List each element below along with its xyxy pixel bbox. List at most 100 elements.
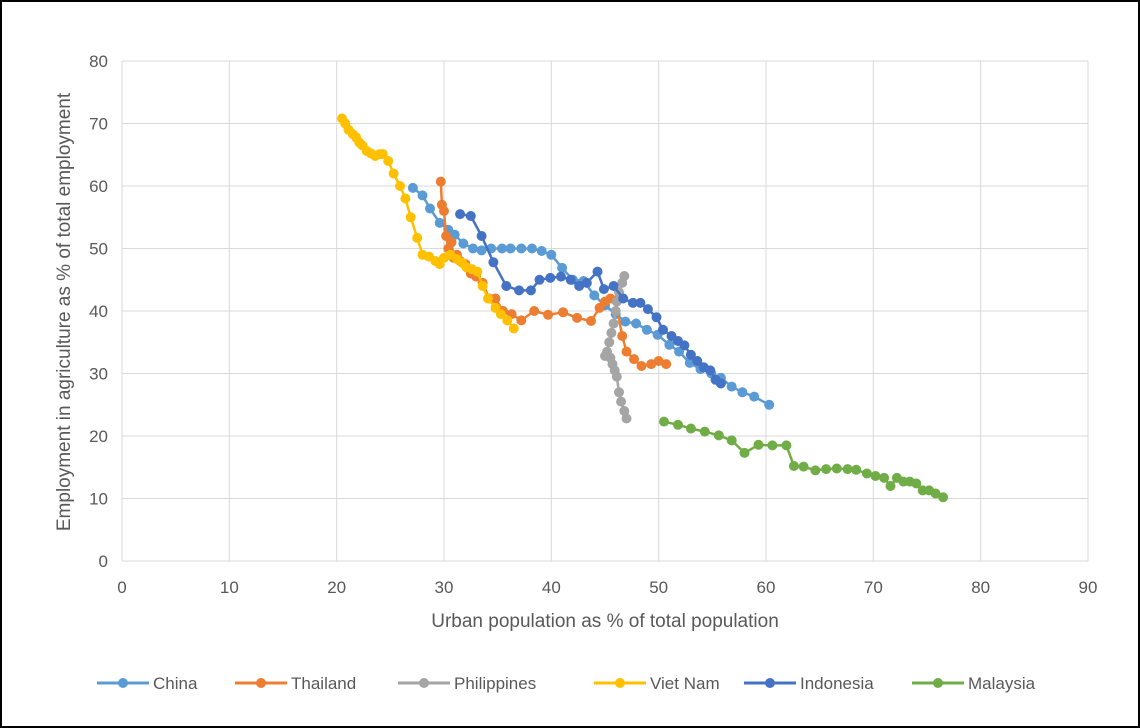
data-point-thailand [529,306,540,316]
x-tick-label: 20 [327,578,346,597]
data-point-thailand [446,237,457,248]
data-point-philippines [610,306,621,316]
legend-label: Philippines [454,674,536,693]
data-point-malaysia [699,426,710,437]
data-point-indonesia [574,281,585,291]
data-point-indonesia [488,257,499,268]
data-point-viet-nam [495,309,506,320]
data-point-viet-nam [388,168,399,179]
data-point-indonesia [715,378,726,389]
data-point-china [764,399,775,410]
data-point-viet-nam [412,232,423,243]
data-point-china [684,357,695,368]
y-tick-label: 40 [89,302,108,321]
data-point-china [407,182,418,193]
data-point-indonesia [658,324,668,335]
legend-swatch-marker [256,678,266,688]
data-point-thailand [572,312,583,323]
data-point-thailand [661,359,672,370]
data-point-indonesia [618,293,629,304]
series-malaysia [659,416,949,503]
data-point-thailand [435,176,446,187]
data-point-indonesia [501,281,512,291]
legend-item-viet-nam: Viet Nam [594,674,720,693]
legend-label: Indonesia [800,674,874,693]
data-point-indonesia [581,277,592,288]
data-point-viet-nam [377,149,388,160]
data-point-malaysia [911,478,922,489]
data-point-thailand [586,316,596,326]
data-point-thailand [439,206,449,216]
series-viet-nam [337,113,519,334]
data-point-indonesia [592,266,603,277]
data-point-indonesia [635,297,646,308]
data-point-philippines [608,318,619,329]
data-point-malaysia [851,464,862,475]
data-point-indonesia [455,209,466,220]
legend-label: China [153,674,198,693]
data-point-malaysia [767,440,778,451]
data-point-china [641,324,652,335]
data-point-indonesia [627,297,638,308]
data-point-china [664,339,675,350]
data-point-indonesia [651,312,662,323]
data-point-china [737,387,748,398]
data-point-china [505,243,516,254]
data-point-malaysia [739,447,750,458]
x-tick-label: 70 [864,578,883,597]
data-point-philippines [604,337,615,348]
data-point-viet-nam [477,281,488,291]
data-point-philippines [606,327,617,338]
data-point-thailand [629,354,639,365]
y-tick-label: 70 [89,115,108,134]
legend-swatch-marker [765,678,775,688]
data-point-viet-nam [472,266,483,277]
y-tick-label: 0 [99,552,108,571]
data-point-indonesia [598,284,609,295]
data-point-philippines [614,387,624,398]
data-point-china [546,249,557,260]
legend-swatch-marker [419,678,429,688]
x-tick-label: 90 [1079,578,1098,597]
x-tick-label: 60 [757,578,776,597]
data-point-china [536,246,547,256]
legend-label: Malaysia [968,674,1036,693]
data-point-malaysia [879,472,890,483]
data-point-indonesia [534,274,545,285]
data-point-malaysia [685,423,696,434]
data-point-china [749,391,760,402]
data-point-indonesia [685,349,696,360]
data-point-malaysia [798,461,809,472]
data-point-china [631,318,642,329]
y-tick-label: 10 [89,490,108,509]
data-point-indonesia [608,281,619,291]
data-point-malaysia [713,430,724,441]
legend-item-malaysia: Malaysia [912,674,1036,693]
data-point-indonesia [705,365,716,376]
data-point-malaysia [781,440,792,451]
x-axis-tick-labels: 0 10 20 30 40 50 60 70 80 90 [117,578,1097,597]
series-layer [337,113,949,503]
legend-label: Thailand [291,674,356,693]
data-point-thailand [636,361,647,371]
data-point-china [417,190,428,201]
y-tick-label: 60 [89,177,108,196]
data-point-china [425,203,435,214]
data-point-malaysia [870,471,881,481]
data-point-malaysia [821,464,832,475]
data-point-malaysia [673,419,683,430]
series-indonesia [455,209,726,389]
data-point-malaysia [938,492,949,503]
data-point-china [497,243,507,254]
data-point-china [434,217,445,228]
data-point-indonesia [465,211,476,221]
data-point-malaysia [726,435,737,446]
data-point-indonesia [476,231,487,241]
data-point-indonesia [545,272,556,283]
data-point-china [557,262,568,273]
data-point-china [620,316,631,327]
y-tick-label: 20 [89,427,108,446]
data-point-malaysia [930,488,941,499]
data-point-china [726,381,737,392]
data-point-thailand [617,331,628,341]
